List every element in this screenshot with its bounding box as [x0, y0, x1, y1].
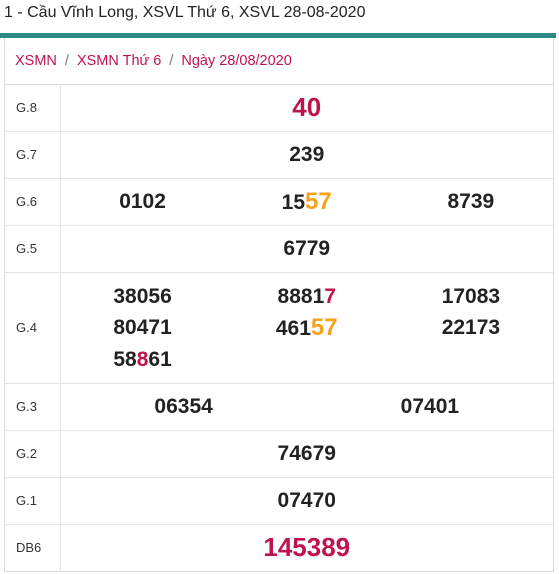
results-table: G.8 40 G.7 239 G.6 0102 1557 8739 G.5 67…: [5, 85, 553, 571]
prize-g4-value: 17083: [441, 284, 501, 308]
highlighted-digits: 8: [136, 347, 149, 371]
prize-row-db: DB6 145389: [5, 523, 553, 571]
prize-g1-value: 07470: [277, 488, 336, 512]
page-title: 1 - Cầu Vĩnh Long, XSVL Thứ 6, XSVL 28-0…: [4, 4, 366, 21]
prize-g8-value: 40: [292, 92, 322, 123]
prize-row-g3: G.3 06354 07401: [5, 382, 553, 430]
breadcrumb-separator: /: [64, 53, 69, 69]
prize-label: G.4: [5, 271, 61, 383]
prize-g3-value: 06354: [154, 394, 213, 418]
accent-bar: [0, 33, 556, 38]
prize-g4-value: 80471: [113, 315, 172, 339]
breadcrumb-separator: /: [169, 53, 174, 69]
prize-label: G.1: [5, 476, 61, 524]
breadcrumb: XSMN / XSMN Thứ 6 / Ngày 28/08/2020: [5, 38, 553, 85]
prize-label: G.6: [5, 177, 61, 225]
prize-row-g2: G.2 74679: [5, 429, 553, 477]
breadcrumb-link-xsmn-thu6[interactable]: XSMN Thứ 6: [76, 53, 162, 69]
prize-row-g4: G.4 38056 88817 17083 80471 46157 22173 …: [5, 271, 553, 383]
prize-label: G.7: [5, 130, 61, 178]
prize-row-g8: G.8 40: [5, 85, 553, 131]
prize-g4-value: 88817: [277, 284, 336, 308]
prize-row-g1: G.1 07470: [5, 476, 553, 524]
prize-db-value: 145389: [263, 532, 351, 563]
breadcrumb-link-date[interactable]: Ngày 28/08/2020: [181, 53, 292, 69]
prize-label: G.2: [5, 429, 61, 477]
highlighted-digits: 57: [310, 313, 338, 341]
prize-g4-value: 22173: [441, 315, 501, 339]
highlighted-digits: 57: [305, 187, 332, 215]
prize-g7-value: 239: [289, 142, 325, 166]
prize-g4-value: 46157: [275, 313, 338, 341]
prize-label: G.8: [5, 85, 61, 131]
prize-row-g6: G.6 0102 1557 8739: [5, 177, 553, 225]
prize-row-g7: G.7 239: [5, 130, 553, 178]
prize-g6-value: 1557: [281, 187, 332, 215]
prize-g6-value: 8739: [447, 189, 495, 213]
highlighted-digits: 7: [324, 284, 336, 308]
prize-label: DB6: [5, 523, 61, 571]
prize-g5-value: 6779: [283, 236, 331, 260]
prize-g4-value: 38056: [113, 284, 172, 308]
prize-g4-value: 58861: [113, 347, 172, 371]
prize-g2-value: 74679: [277, 441, 336, 465]
prize-row-g5: G.5 6779: [5, 224, 553, 272]
results-card: XSMN / XSMN Thứ 6 / Ngày 28/08/2020 G.8 …: [4, 38, 554, 572]
prize-g3-value: 07401: [400, 394, 460, 418]
prize-label: G.3: [5, 382, 61, 430]
prize-g6-value: 0102: [119, 189, 166, 213]
breadcrumb-link-xsmn[interactable]: XSMN: [15, 53, 57, 69]
prize-label: G.5: [5, 224, 61, 272]
